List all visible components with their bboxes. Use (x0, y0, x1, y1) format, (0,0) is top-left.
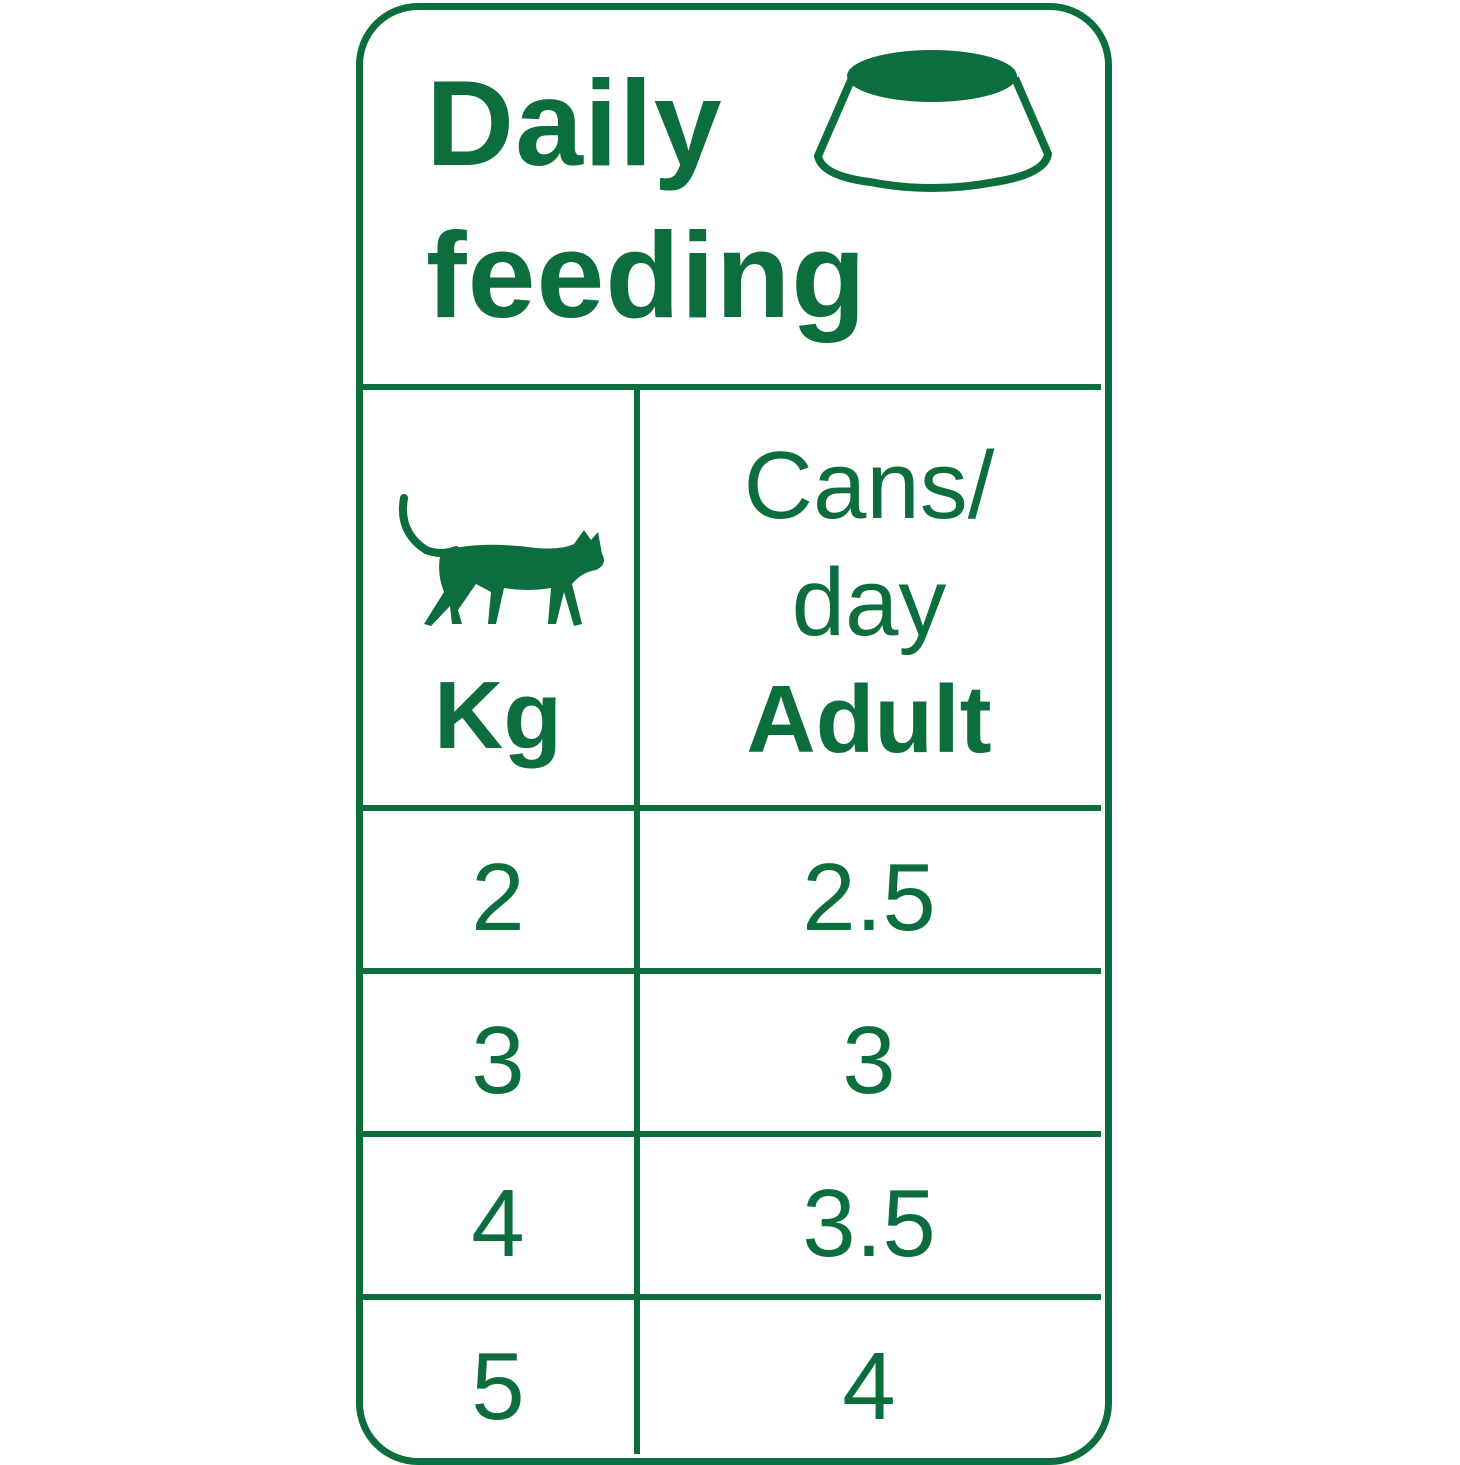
title-line-1: Daily (426, 55, 723, 191)
table-row-kg: 2 (471, 844, 525, 951)
title-line-2: feeding (426, 207, 867, 343)
table-row-cans: 2.5 (802, 844, 936, 951)
cans-header-line-2: day (791, 549, 947, 656)
food-bowl-icon (814, 50, 1052, 192)
row-divider (359, 1131, 1101, 1137)
row-divider (359, 805, 1101, 811)
table-row-cans: 4 (842, 1333, 896, 1440)
row-divider (359, 1294, 1101, 1300)
row-divider (359, 968, 1101, 974)
weight-column-header: Kg (434, 662, 562, 769)
cat-icon (399, 494, 604, 626)
table-row-kg: 3 (471, 1007, 525, 1114)
table-row-kg: 5 (471, 1333, 525, 1440)
table-row-kg: 4 (471, 1170, 525, 1277)
header-divider (359, 384, 1101, 390)
column-divider (634, 390, 640, 1454)
cans-header-line-1: Cans/ (743, 432, 995, 539)
table-row-cans: 3 (842, 1007, 896, 1114)
table-row-cans: 3.5 (802, 1170, 936, 1277)
cans-header-line-3: Adult (746, 666, 992, 773)
